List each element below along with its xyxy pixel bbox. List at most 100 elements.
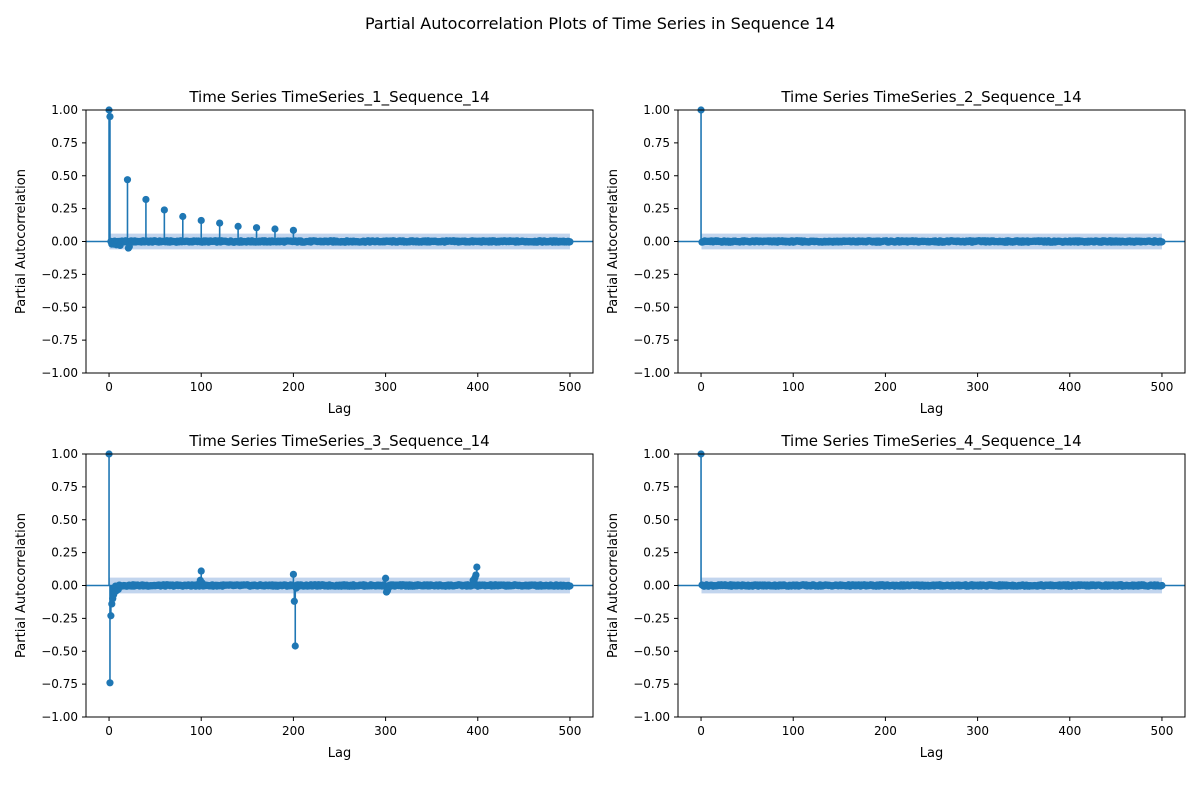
data-point — [234, 222, 242, 230]
x-tick-label: 300 — [374, 380, 397, 394]
data-point — [252, 224, 261, 232]
y-tick-label: 0.00 — [643, 579, 670, 593]
x-tick-label: 300 — [966, 380, 989, 394]
y-tick-label: 0.75 — [643, 480, 670, 494]
y-tick-label: −0.75 — [633, 677, 670, 691]
x-tick-label: 300 — [966, 724, 989, 738]
subplot-2: 0 100 200 300 400 500 −1.00 −0.75 −0.50 −0.25 0.00… — [606, 88, 1186, 417]
subplot-title: Time Series TimeSeries_2_Sequence_14 — [780, 88, 1081, 107]
stem-markers — [697, 106, 1166, 246]
y-tick-label: 0.50 — [51, 169, 78, 183]
y-tick-label: −0.50 — [41, 300, 78, 314]
x-tick-label: 400 — [466, 724, 489, 738]
data-point — [123, 176, 132, 184]
figure-suptitle: Partial Autocorrelation Plots of Time Se… — [364, 14, 836, 33]
x-axis-label: Lag — [328, 402, 351, 417]
y-tick-label: 0.25 — [51, 546, 78, 560]
x-tick-label: 500 — [1151, 724, 1174, 738]
x-tick-label: 200 — [282, 380, 305, 394]
x-tick-label: 300 — [374, 724, 397, 738]
y-tick-label: 1.00 — [51, 103, 78, 117]
x-axis-label: Lag — [328, 746, 351, 761]
data-point — [290, 597, 298, 605]
data-point — [566, 238, 574, 246]
data-point — [289, 570, 298, 578]
y-tick-label: −0.50 — [633, 644, 670, 658]
x-tick-label: 500 — [559, 380, 582, 394]
subplot-4: 0 100 200 300 400 500 −1.00 −0.75 −0.50 −0.25 0.00… — [606, 432, 1186, 761]
x-tick-label: 500 — [1151, 380, 1174, 394]
subplot-title: Time Series TimeSeries_3_Sequence_14 — [188, 432, 489, 451]
stem-lines — [108, 110, 295, 249]
x-tick-label: 100 — [782, 380, 805, 394]
x-tick-label: 0 — [697, 380, 705, 394]
data-point — [566, 582, 574, 590]
y-tick-label: 0.25 — [643, 202, 670, 216]
x-tick-label: 400 — [1058, 724, 1081, 738]
x-axis-label: Lag — [920, 402, 943, 417]
data-point — [289, 226, 298, 234]
y-tick-label: −0.25 — [41, 611, 78, 625]
y-tick-label: 0.75 — [51, 480, 78, 494]
data-point — [197, 216, 205, 225]
data-point — [473, 563, 481, 571]
y-tick-label: −0.75 — [633, 333, 670, 347]
data-point — [271, 225, 279, 233]
x-tick-label: 400 — [466, 380, 489, 394]
data-point — [291, 642, 299, 650]
y-tick-label: 0.75 — [643, 136, 670, 150]
subplot-1: 0 100 200 300 400 500 −1.00 −0.75 −0.50 −0.25 0.00… — [14, 88, 594, 417]
x-tick-label: 200 — [874, 724, 897, 738]
y-tick-label: −0.75 — [41, 677, 78, 691]
x-axis-label: Lag — [920, 746, 943, 761]
y-tick-label: 0.50 — [51, 513, 78, 527]
x-tick-label: 100 — [190, 380, 213, 394]
data-point — [472, 571, 480, 579]
y-tick-label: 0.50 — [643, 169, 670, 183]
y-tick-label: −0.25 — [41, 267, 78, 281]
data-point — [216, 219, 224, 227]
data-point — [106, 679, 114, 687]
subplot-3: 0 100 200 300 400 500 −1.00 −0.75 −0.50 −0.25 0.00… — [14, 432, 594, 761]
y-tick-label: −0.50 — [41, 644, 78, 658]
data-point — [381, 574, 390, 582]
data-point — [107, 612, 115, 620]
data-point — [106, 112, 114, 121]
stem-markers — [697, 450, 1166, 590]
subplot-title: Time Series TimeSeries_4_Sequence_14 — [780, 432, 1081, 451]
y-tick-label: 0.25 — [51, 202, 78, 216]
y-axis-label: Partial Autocorrelation — [606, 169, 621, 314]
x-tick-label: 100 — [190, 724, 213, 738]
data-point — [142, 195, 150, 204]
x-tick-label: 200 — [874, 380, 897, 394]
data-point — [179, 212, 187, 221]
y-tick-label: 1.00 — [51, 447, 78, 461]
y-tick-label: −0.50 — [633, 300, 670, 314]
y-tick-label: −1.00 — [41, 710, 78, 724]
data-point — [1158, 581, 1166, 590]
stem-markers — [105, 106, 574, 252]
data-point — [197, 567, 205, 575]
data-point — [1158, 238, 1166, 246]
x-tick-label: 0 — [697, 724, 705, 738]
y-tick-label: −1.00 — [633, 366, 670, 380]
y-tick-label: 1.00 — [643, 447, 670, 461]
data-point — [160, 206, 168, 214]
y-axis-label: Partial Autocorrelation — [14, 169, 29, 314]
y-axis-label: Partial Autocorrelation — [14, 513, 29, 658]
y-tick-label: 0.50 — [643, 513, 670, 527]
x-tick-label: 0 — [105, 724, 113, 738]
y-tick-label: 0.00 — [643, 235, 670, 249]
y-tick-label: −0.75 — [41, 333, 78, 347]
x-tick-label: 0 — [105, 380, 113, 394]
y-tick-label: −1.00 — [633, 710, 670, 724]
x-tick-label: 200 — [282, 724, 305, 738]
subplot-title: Time Series TimeSeries_1_Sequence_14 — [188, 88, 489, 107]
y-tick-label: 0.75 — [51, 136, 78, 150]
y-tick-label: 1.00 — [643, 103, 670, 117]
stem-markers — [105, 450, 574, 687]
y-tick-label: 0.00 — [51, 579, 78, 593]
x-tick-label: 500 — [559, 724, 582, 738]
